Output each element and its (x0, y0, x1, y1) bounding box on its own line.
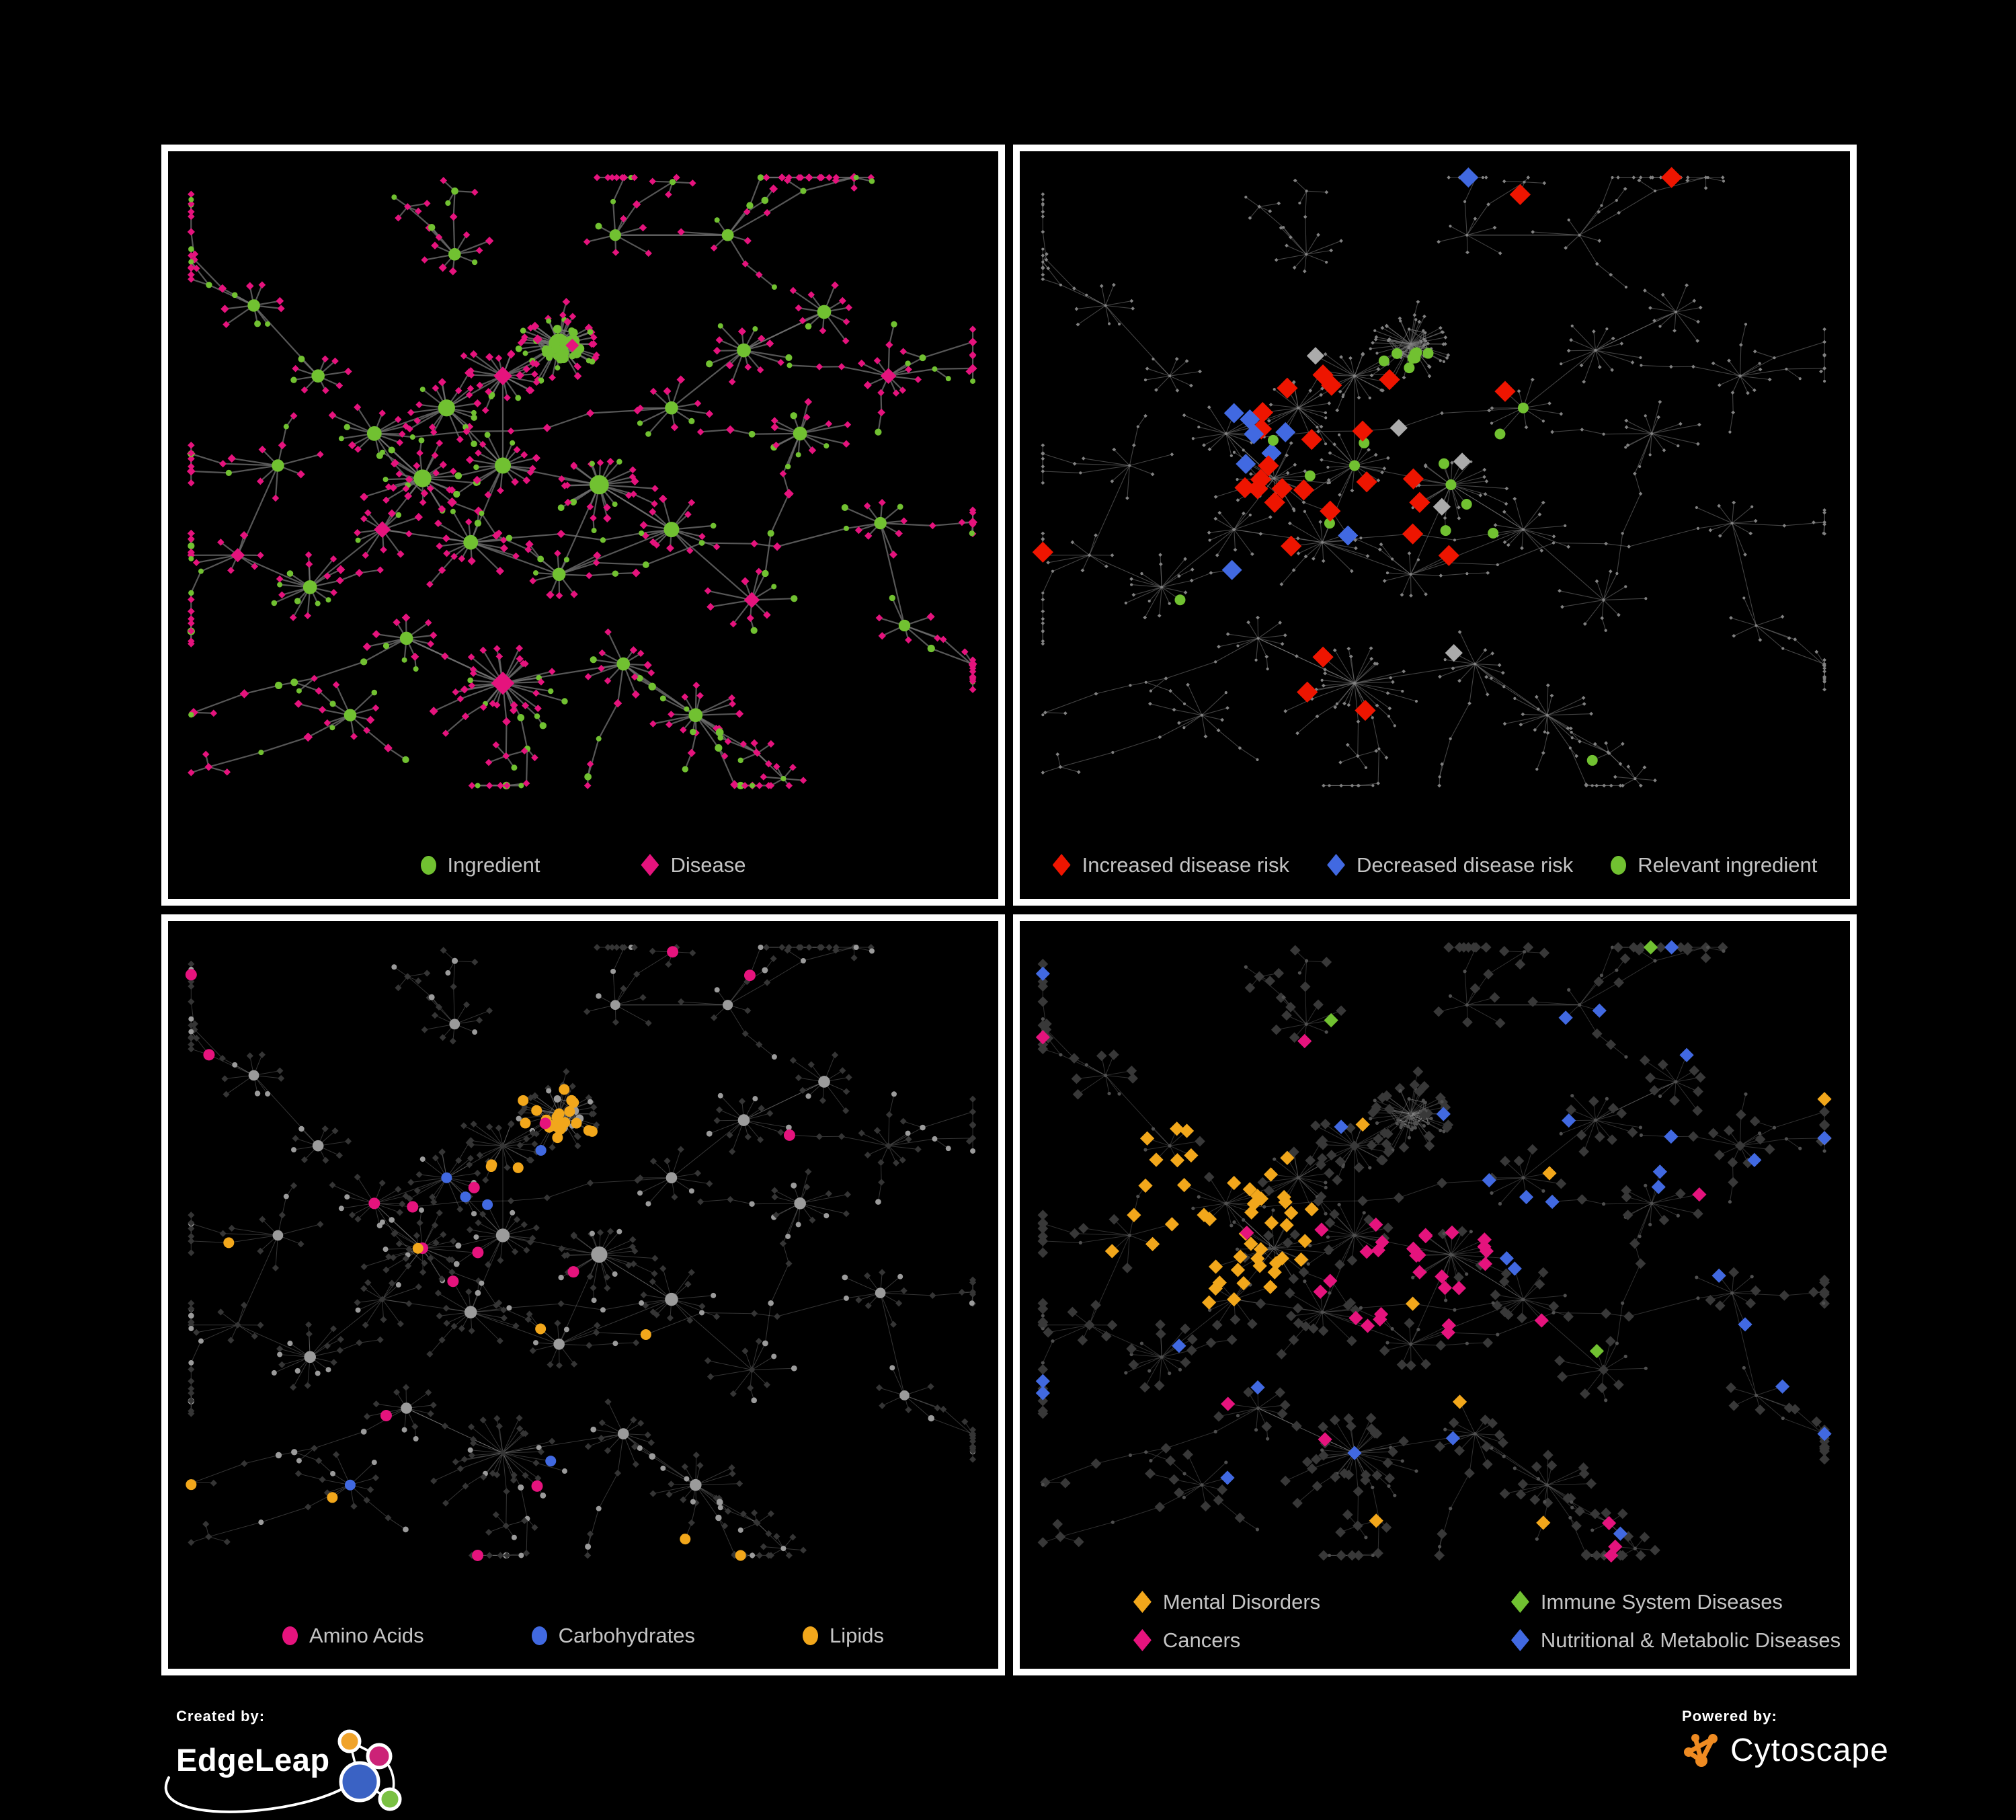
legend-label: Disease (670, 853, 746, 877)
legend-label: Immune System Diseases (1540, 1590, 1783, 1614)
legend-item: Relevant ingredient (1611, 855, 1817, 875)
legend-ingredient-classes: Amino Acids Carbohydrates Lipids (168, 1625, 998, 1646)
legend-label: Nutritional & Metabolic Diseases (1540, 1628, 1841, 1652)
legend-item: Mental Disorders (1133, 1591, 1320, 1613)
cancers-swatch (1133, 1629, 1152, 1651)
disease-swatch (641, 854, 659, 876)
lipids-swatch (802, 1626, 818, 1645)
edgeleap-logo: EdgeLeap (164, 1729, 553, 1813)
network-graph-ingredient-disease (186, 173, 978, 790)
legend-item: Ingredient (420, 853, 540, 877)
legend-label: Carbohydrates (558, 1624, 695, 1647)
panel-ingredient-disease: Ingredient Disease (161, 145, 1005, 906)
nutritional-metabolic-diseases-swatch (1510, 1629, 1529, 1651)
legend-item: Decreased disease risk (1327, 854, 1573, 876)
legend-disease-classes: Mental Disorders Immune System Diseases Ca… (1133, 1590, 1841, 1651)
created-by-label: Created by: (176, 1708, 266, 1725)
legend-disease-risk: Increased disease risk Decreased disease … (1020, 854, 1850, 876)
legend-item: Increased disease risk (1052, 853, 1290, 877)
network-graph-disease-classes (1035, 940, 1832, 1563)
edgeleap-network-icon (337, 1729, 402, 1811)
legend-label: Cancers (1162, 1628, 1241, 1652)
amino-acids-swatch (282, 1626, 298, 1645)
legend-label: Lipids (829, 1624, 884, 1647)
panel-grid: Ingredient Disease Increased disease risk… (161, 145, 1857, 1675)
network-graph-disease-risk (1032, 167, 1826, 788)
legend-item: Disease (641, 854, 745, 876)
edgeleap-wordmark: EdgeLeap (176, 1742, 330, 1778)
cytoscape-branding: Powered by: Cytoscape (1682, 1708, 1991, 1771)
panel-disease-classes: Mental Disorders Immune System Diseases Ca… (1013, 914, 1857, 1675)
legend-label: Mental Disorders (1162, 1590, 1321, 1614)
cytoscape-wordmark: Cytoscape (1730, 1732, 1889, 1768)
legend-label: Amino Acids (309, 1624, 424, 1647)
ingredient-swatch (420, 855, 436, 875)
legend-label: Ingredient (447, 853, 540, 877)
powered-by-label: Powered by: (1682, 1708, 1777, 1725)
legend-item: Cancers (1133, 1629, 1240, 1651)
legend-item: Lipids (802, 1624, 884, 1647)
legend-label: Relevant ingredient (1638, 853, 1818, 877)
legend-item: Immune System Diseases (1510, 1590, 1783, 1614)
relevant-ingredient-swatch (1611, 855, 1627, 875)
panel-disease-risk: Increased disease risk Decreased disease … (1013, 145, 1857, 906)
legend-item: Carbohydrates (531, 1624, 695, 1647)
mental-disorders-swatch (1133, 1591, 1152, 1613)
increased-disease-risk-swatch (1052, 854, 1071, 876)
immune-system-diseases-swatch (1510, 1591, 1529, 1613)
cytoscape-logo-icon (1684, 1734, 1718, 1767)
legend-ingredient-disease: Ingredient Disease (168, 854, 998, 876)
edgeleap-branding: Created by: EdgeLeap (164, 1708, 553, 1813)
panel-ingredient-classes: Amino Acids Carbohydrates Lipids (161, 914, 1005, 1675)
legend-item: Amino Acids (282, 1625, 424, 1646)
decreased-disease-risk-swatch (1327, 854, 1346, 876)
legend-label: Increased disease risk (1082, 853, 1290, 877)
network-graph-ingredient-classes (185, 943, 977, 1561)
legend-label: Decreased disease risk (1357, 853, 1574, 877)
carbohydrates-swatch (531, 1626, 547, 1645)
legend-item: Nutritional & Metabolic Diseases (1510, 1628, 1841, 1652)
